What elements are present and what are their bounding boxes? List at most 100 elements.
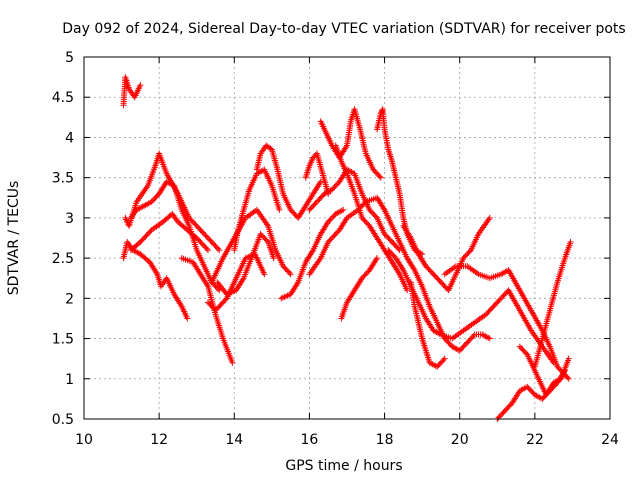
data-point-trail <box>296 204 308 220</box>
data-point-trail <box>132 83 143 99</box>
data-point-trail <box>209 280 222 292</box>
x-tick-label: 16 <box>301 432 319 448</box>
data-point-trail <box>213 296 229 313</box>
data-point-trail <box>145 164 158 187</box>
y-tick-label: 2 <box>65 291 74 307</box>
data-point-trail <box>255 167 266 176</box>
data-point-trail <box>374 236 387 252</box>
data-point-trail <box>480 332 492 341</box>
data-point-trail <box>468 232 481 252</box>
data-layer <box>120 74 574 422</box>
data-point-trail <box>457 340 469 353</box>
data-point-trail <box>548 381 560 393</box>
data-point-trail <box>518 344 530 357</box>
data-point <box>565 355 572 362</box>
grid-layer <box>84 57 610 419</box>
data-point-trail <box>311 151 319 160</box>
data-point-trail <box>176 220 189 232</box>
data-point-trail <box>220 337 235 364</box>
data-point <box>212 307 219 314</box>
data-point <box>430 271 437 278</box>
data-point-trail <box>190 260 203 276</box>
data-point-trail <box>473 331 484 338</box>
data-point-trail <box>220 236 237 260</box>
data-point-trail <box>338 301 350 320</box>
data-point <box>389 239 396 246</box>
data-point-trail <box>213 313 226 340</box>
data-point-trail <box>423 349 433 364</box>
series-track-17 <box>332 142 411 294</box>
data-point <box>280 263 287 270</box>
data-point-trail <box>326 228 342 244</box>
data-point-trail <box>427 305 440 324</box>
series-track-20 <box>385 247 557 366</box>
data-point <box>204 247 211 254</box>
data-point-trail <box>371 167 383 180</box>
data-point-trail <box>443 264 458 277</box>
data-point-trail <box>318 240 331 260</box>
data-point <box>464 339 471 346</box>
data-point-trail <box>435 321 447 340</box>
series-track-22 <box>400 214 493 294</box>
series-track-15 <box>306 166 403 254</box>
data-point-trail <box>330 180 342 192</box>
data-point-trail <box>374 216 387 236</box>
data-point-trail <box>258 144 269 155</box>
data-point <box>325 218 332 225</box>
y-tick-label: 5 <box>65 50 74 66</box>
data-point-trail <box>303 164 312 179</box>
data-point-trail <box>397 240 410 260</box>
series-track-18 <box>338 255 381 322</box>
data-point-trail <box>499 267 511 277</box>
data-point-trail <box>179 305 190 320</box>
data-point-trail <box>518 384 529 394</box>
data-point-trail <box>138 252 152 264</box>
series-track-11 <box>253 142 324 221</box>
data-point <box>554 363 561 370</box>
data-point-trail <box>279 291 293 301</box>
chart-title: Day 092 of 2024, Sidereal Day-to-day VTE… <box>62 21 625 37</box>
data-point-trail <box>506 268 522 292</box>
data-point-trail <box>288 280 301 296</box>
data-point <box>396 247 403 254</box>
data-point-trail <box>506 288 522 312</box>
data-point-trail <box>533 392 544 402</box>
data-point-trail <box>235 256 248 276</box>
data-point-trail <box>315 192 327 204</box>
series-track-26 <box>494 367 568 422</box>
data-point-trail <box>241 252 256 280</box>
data-point <box>524 383 531 390</box>
data-point-trail <box>396 192 407 220</box>
data-point <box>257 230 264 237</box>
tick-layer: 10 12 14 16 18 20 22 24 0.5 1 1.5 2 2.5 3 3.5 4 4.5 5 <box>52 50 619 448</box>
data-point-trail <box>334 207 345 217</box>
series-track-21 <box>381 206 493 354</box>
data-point <box>359 214 366 221</box>
x-tick-label: 14 <box>225 432 243 448</box>
data-point-trail <box>156 152 169 175</box>
data-point-trail <box>235 208 247 232</box>
plot-frame <box>83 56 611 420</box>
data-point-trail <box>555 369 567 385</box>
data-point-trail <box>415 321 425 340</box>
data-point <box>287 206 294 213</box>
data-point-trail <box>462 320 477 333</box>
data-point-trail <box>431 328 443 337</box>
x-tick-label: 18 <box>376 432 394 448</box>
series-track-5 <box>127 178 223 294</box>
data-point-trail <box>484 300 500 317</box>
series-track-9 <box>214 230 277 298</box>
data-point-trail <box>172 292 184 308</box>
data-point-trail <box>389 224 402 244</box>
data-point-trail <box>250 232 263 256</box>
data-point <box>306 206 313 213</box>
data-point-trail <box>265 224 279 252</box>
data-point-trail <box>345 167 357 176</box>
data-point-trail <box>405 256 417 272</box>
data-point-trail <box>446 272 459 292</box>
series-track-7 <box>208 206 294 286</box>
data-point-trail <box>135 203 146 213</box>
data-point-trail <box>389 160 399 179</box>
data-point <box>229 359 236 366</box>
